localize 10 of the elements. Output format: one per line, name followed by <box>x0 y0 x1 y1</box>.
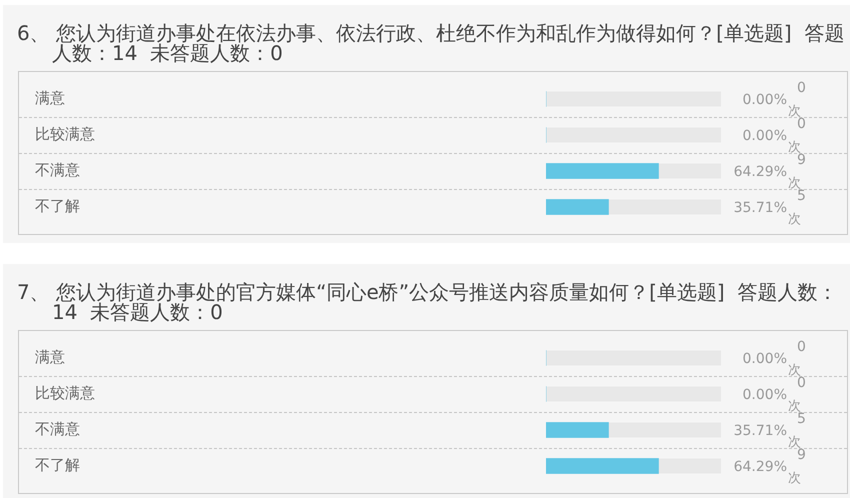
y-tick-label: 不了解 <box>35 196 80 215</box>
y-tick-label: 比较满意 <box>35 124 95 143</box>
y-tick-label: 不满意 <box>35 160 80 179</box>
y-tick-label: 不了解 <box>35 456 80 474</box>
y-tick-label: 比较满意 <box>35 384 95 402</box>
y-tick-label: 满意 <box>35 348 65 366</box>
chart-title: 7、 您认为街道办事处的官方媒体“同心e桥”公众号推送内容质量如何？[单选题] 答题人数：14 未答题人数：0 <box>17 280 838 324</box>
y-tick-label: 满意 <box>35 88 65 107</box>
chart-title: 6、 您认为街道办事处在依法办事、依法行政、杜绝不作为和乱作为做得如何？[单选题] 答题人数：14 未答题人数：0 <box>17 21 846 65</box>
y-tick-label: 不满意 <box>35 420 80 438</box>
